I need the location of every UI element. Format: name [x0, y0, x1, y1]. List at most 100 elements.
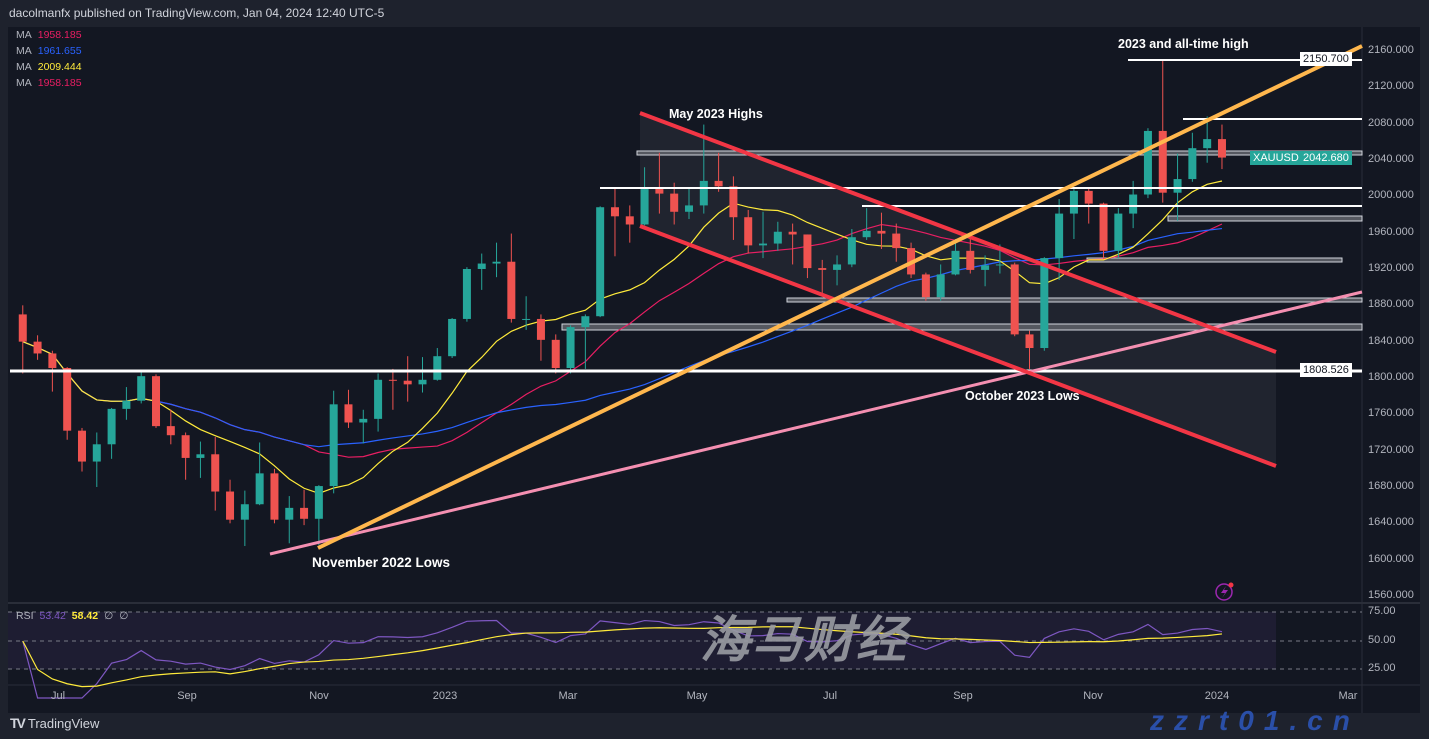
candle — [270, 468, 279, 524]
time-tick: May — [686, 690, 708, 702]
candle-body — [1069, 190, 1078, 214]
time-tick: Jul — [50, 690, 66, 702]
zone-2050[interactable] — [636, 150, 1363, 156]
time-tick: Sep — [953, 690, 973, 702]
candle-body — [255, 473, 264, 505]
candle-body — [403, 380, 412, 385]
candle — [640, 167, 649, 226]
channel-upper-line[interactable] — [639, 111, 1277, 354]
time-tick: Nov — [309, 690, 329, 702]
candle-body — [314, 486, 323, 519]
rsi-extra-2: ∅ — [119, 610, 129, 622]
candle-body — [211, 454, 220, 492]
candle-body — [285, 507, 294, 520]
candle — [670, 182, 679, 225]
candle — [729, 176, 738, 240]
price-tick: 2040.000 — [1368, 152, 1414, 165]
october-lows-annotation[interactable]: October 2023 Lows — [965, 389, 1080, 403]
candle — [1143, 128, 1152, 199]
ma-legend-item[interactable]: MA 1958.185 — [16, 29, 82, 41]
rsi-value: 53.42 — [39, 610, 66, 622]
candle — [137, 370, 146, 404]
may-highs-annotation[interactable]: May 2023 Highs — [669, 107, 763, 121]
tradingview-logo[interactable]: TV TradingView — [10, 715, 99, 731]
candle — [285, 496, 294, 544]
candle — [1010, 262, 1019, 337]
candle — [1025, 330, 1034, 369]
candle-body — [803, 234, 812, 269]
candle-body — [1129, 194, 1138, 214]
candle — [759, 211, 768, 259]
candle — [166, 409, 175, 445]
zone-1975[interactable] — [1167, 215, 1363, 222]
pink-trendline[interactable] — [269, 290, 1363, 556]
ma-line-yellow — [22, 180, 1223, 494]
candle — [1217, 124, 1226, 170]
november-lows-annotation[interactable]: November 2022 Lows — [312, 555, 451, 570]
candle — [388, 368, 397, 410]
candle — [951, 239, 960, 276]
ath-price-label: 2150.700 — [1300, 52, 1352, 66]
candle — [433, 348, 442, 381]
price-tick: 1640.000 — [1368, 516, 1414, 529]
candle-body — [684, 205, 693, 212]
ma-legend-item[interactable]: MA 1961.655 — [16, 45, 82, 57]
lightning-icon[interactable] — [1215, 582, 1234, 601]
candle-body — [773, 231, 782, 244]
candle-body — [759, 243, 768, 246]
candle-body — [581, 316, 590, 328]
channel-lower-line[interactable] — [639, 224, 1277, 468]
candle — [77, 427, 86, 472]
candle — [33, 335, 42, 360]
candle — [744, 209, 753, 254]
zone-1857[interactable] — [561, 323, 1363, 331]
candle-body — [714, 180, 723, 187]
support-price-label: 1808.526 — [1300, 363, 1352, 377]
candle-body — [921, 274, 930, 298]
candle — [788, 223, 797, 265]
candle-body — [522, 318, 531, 320]
drawings[interactable] — [10, 44, 1363, 556]
candle-body — [1114, 213, 1123, 251]
candle-body — [1025, 334, 1034, 349]
candle-body — [18, 314, 27, 342]
orange-trendline[interactable] — [317, 44, 1363, 550]
ma-legend-item[interactable]: MA 2009.444 — [16, 61, 82, 73]
candle-body — [670, 193, 679, 212]
candle-body — [329, 404, 338, 487]
ma-legend-item[interactable]: MA 1958.185 — [16, 77, 82, 89]
candle — [1188, 132, 1197, 182]
moving-averages — [22, 180, 1223, 494]
candle — [936, 264, 945, 301]
candle — [862, 208, 871, 240]
candle — [359, 409, 368, 444]
candle — [847, 229, 856, 268]
ma-line-blue — [22, 227, 1223, 448]
ma-value: 1961.655 — [37, 45, 82, 57]
candle — [699, 124, 708, 214]
candle — [63, 367, 72, 440]
zone-1885[interactable] — [786, 297, 1363, 303]
candle — [240, 490, 249, 547]
candle-body — [374, 379, 383, 419]
price-tick: 1880.000 — [1368, 298, 1414, 311]
rsi-tick: 25.00 — [1368, 662, 1396, 674]
candle-body — [1084, 190, 1093, 204]
watermark-url: zzrt01.cn — [1150, 705, 1360, 736]
candle-body — [729, 186, 738, 218]
candle — [833, 255, 842, 286]
candle — [507, 233, 516, 323]
rsi-legend[interactable]: RSI 53.42 58.42 ∅ ∅ — [16, 610, 128, 622]
candle-body — [1158, 130, 1167, 193]
candle — [92, 432, 101, 487]
tradingview-logo-text: TradingView — [27, 715, 100, 731]
rsi-line — [22, 619, 1223, 699]
candle-body — [640, 189, 649, 225]
candle — [566, 325, 575, 374]
candle-body — [1040, 258, 1049, 349]
zone-1930[interactable] — [1086, 257, 1343, 263]
watermark-cn: 海马财经 — [700, 612, 908, 668]
candle — [966, 239, 975, 274]
ath-annotation[interactable]: 2023 and all-time high — [1118, 37, 1249, 51]
